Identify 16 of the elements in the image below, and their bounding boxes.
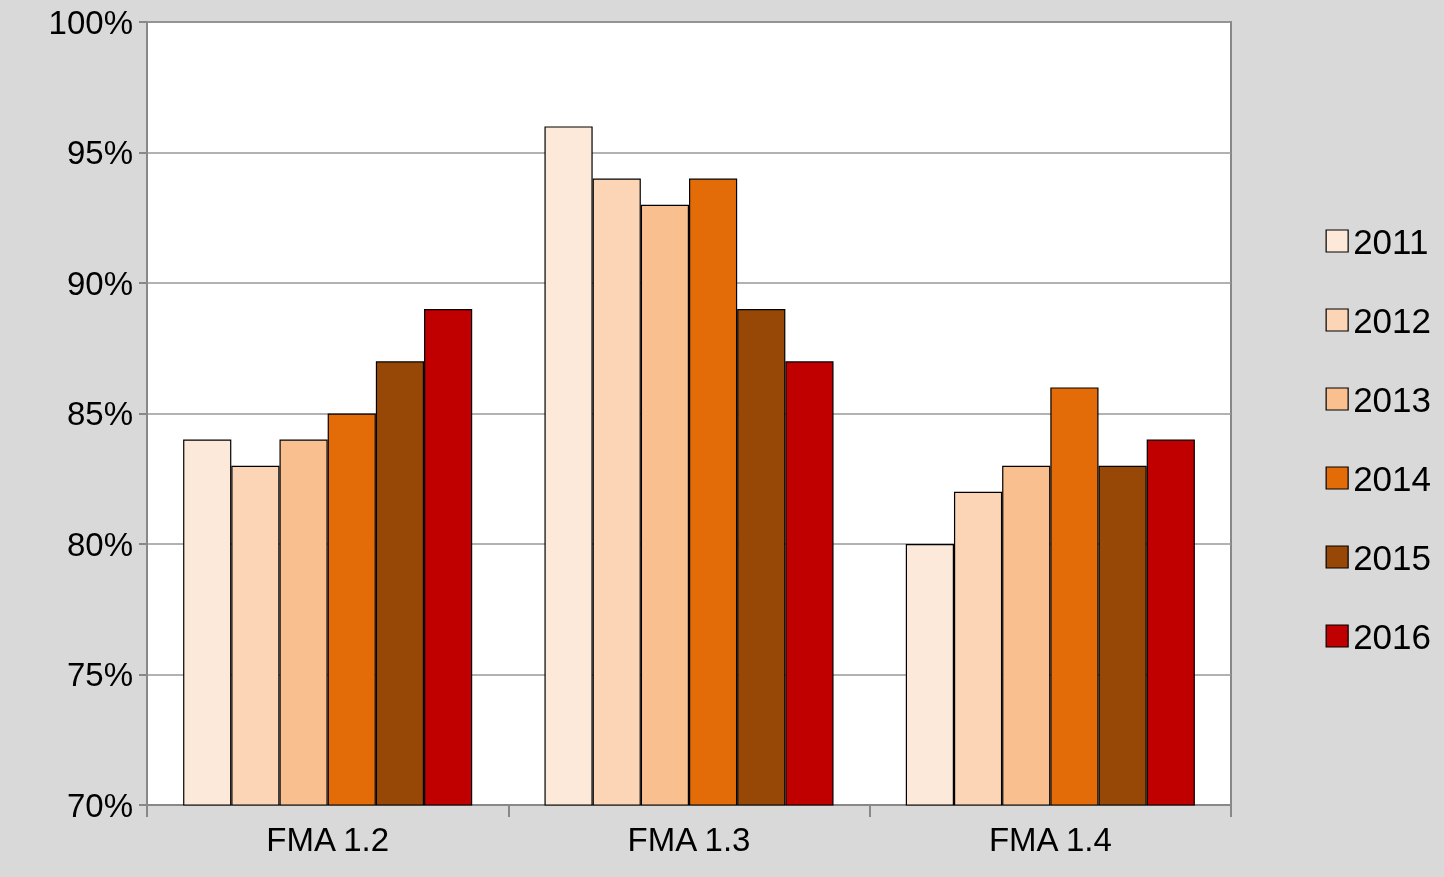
x-tick-label: FMA 1.3	[627, 821, 751, 858]
y-tick-label: 85%	[66, 395, 133, 432]
legend-label: 2013	[1353, 379, 1432, 419]
y-tick-label: 70%	[66, 786, 133, 824]
x-tick-label: FMA 1.4	[988, 821, 1112, 858]
legend-label: 2016	[1353, 616, 1432, 656]
y-tick-label: 95%	[66, 134, 133, 171]
x-tick-label: FMA 1.2	[266, 821, 390, 858]
legend-label: 2014	[1353, 458, 1432, 498]
legend-label: 2015	[1353, 537, 1432, 577]
y-tick-label: 90%	[66, 264, 133, 302]
y-tick-label: 100%	[48, 3, 133, 41]
y-tick-label: 75%	[66, 656, 133, 693]
legend-label: 2011	[1353, 221, 1429, 261]
legend-label: 2012	[1353, 300, 1432, 340]
y-tick-label: 80%	[66, 525, 133, 563]
